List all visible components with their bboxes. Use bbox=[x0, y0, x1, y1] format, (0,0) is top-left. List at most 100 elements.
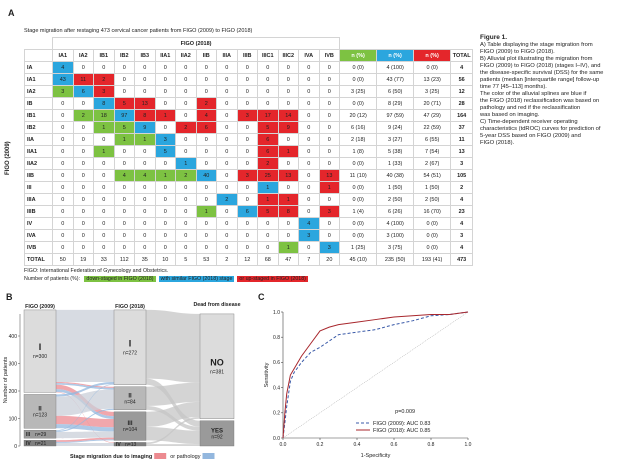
table-cell: 0 bbox=[216, 145, 238, 158]
legend-item: or up-staged in FIGO (2018) bbox=[237, 276, 308, 282]
table-cell: 0 bbox=[72, 157, 94, 170]
table-cell: 0 bbox=[134, 241, 156, 254]
caption-line: pathology and red if the reclassificatio… bbox=[480, 105, 581, 111]
caption-title: Figure 1. bbox=[480, 34, 508, 41]
column-header: IA2 bbox=[72, 49, 94, 62]
caption-line: the FIGO (2018) reclassification was bas… bbox=[480, 98, 600, 104]
y-tick-label: 0.0 bbox=[273, 436, 280, 442]
stage-table: FIGO (2018) IA1 IA2 IB1 IB2 IB3 IIA1 IIA2 IIB III… bbox=[24, 37, 474, 266]
table-cell: 0 bbox=[113, 145, 135, 158]
table-cell: 0 bbox=[257, 229, 279, 242]
panel-label: A bbox=[8, 8, 15, 18]
table-cell: 2 bbox=[216, 253, 238, 266]
table-row: IIIB 0 0 0 0 0 0 0 1 0 6 5 8 0 3 1 (4) 6 (26) 16 (70) 23 bbox=[24, 205, 474, 218]
table-cell: 0 bbox=[216, 217, 238, 230]
table-cell: 0 bbox=[236, 241, 258, 254]
summary-cell: 0 (0) bbox=[339, 229, 378, 242]
table-cell: 0 bbox=[257, 241, 279, 254]
table-cell: 0 bbox=[318, 97, 341, 110]
total-cell: 4 bbox=[450, 241, 474, 254]
node-count: n=104 bbox=[123, 427, 137, 433]
roc-curve bbox=[282, 311, 469, 439]
summary-cell: 0 (0) bbox=[339, 181, 378, 194]
row-header: IIA1 bbox=[24, 145, 53, 158]
table-cell: 17 bbox=[257, 109, 279, 122]
table-cell: 0 bbox=[277, 85, 299, 98]
table-cell: 0 bbox=[134, 205, 156, 218]
column-header: IB3 bbox=[134, 49, 156, 62]
x-tick-label: 0.4 bbox=[354, 442, 361, 448]
node-name: IV bbox=[26, 441, 31, 447]
table-cell: 2 bbox=[195, 97, 217, 110]
row-header: IVA bbox=[24, 229, 53, 242]
total-cell: 4 bbox=[450, 217, 474, 230]
table-cell: 0 bbox=[216, 229, 238, 242]
table-cell: 5 bbox=[175, 253, 197, 266]
flow-ribbon bbox=[56, 415, 114, 428]
table-cell: 0 bbox=[154, 217, 176, 230]
total-cell: 37 bbox=[450, 121, 474, 134]
table-cell: 0 bbox=[134, 157, 156, 170]
node-count: n=13 bbox=[125, 442, 136, 448]
table-row: IB2 0 0 1 5 9 0 2 6 0 0 5 9 0 0 6 (16) 9 (24) 22 (59) 37 bbox=[24, 121, 474, 134]
table-cell: 0 bbox=[236, 157, 258, 170]
table-cell: 0 bbox=[52, 229, 74, 242]
table-cell: 0 bbox=[318, 133, 341, 146]
table-cell: 0 bbox=[93, 217, 115, 230]
summary-cell: 43 (77) bbox=[376, 73, 415, 86]
summary-cell: 6 (50) bbox=[376, 85, 415, 98]
table-cell: 0 bbox=[236, 121, 258, 134]
flow-ribbon bbox=[146, 309, 200, 383]
caption-line: A) Table displaying the stage migration … bbox=[480, 42, 593, 48]
summary-header: n (%) bbox=[339, 49, 378, 62]
stage-node bbox=[23, 309, 57, 393]
table-cell: 1 bbox=[257, 193, 279, 206]
table-cell: 6 bbox=[195, 121, 217, 134]
table-cell: 0 bbox=[277, 157, 299, 170]
table-row: IB 0 0 8 5 13 0 0 2 0 0 0 0 0 0 0 (0) 8 (29) 20 (71) 28 bbox=[24, 97, 474, 110]
table-cell: 97 bbox=[113, 109, 135, 122]
table-row: IV 0 0 0 0 0 0 0 0 0 0 0 0 4 0 0 (0) 4 (100) 0 (0) 4 bbox=[24, 217, 474, 230]
node-count: n=84 bbox=[124, 399, 135, 405]
row-header: III bbox=[24, 181, 53, 194]
row-header: IB bbox=[24, 97, 53, 110]
summary-cell: 0 (0) bbox=[413, 217, 452, 230]
table-cell: 2 bbox=[72, 109, 94, 122]
summary-cell: 2 (50) bbox=[376, 193, 415, 206]
flow-ribbon bbox=[56, 384, 114, 431]
table-cell: 12 bbox=[236, 253, 258, 266]
table-cell: 0 bbox=[113, 181, 135, 194]
table-cell: 0 bbox=[298, 109, 320, 122]
table-cell: 0 bbox=[195, 85, 217, 98]
table-row: IVB 0 0 0 0 0 0 0 0 0 0 0 1 0 3 1 (25) 3 (75) 0 (0) 4 bbox=[24, 241, 474, 254]
table-cell: 13 bbox=[134, 97, 156, 110]
stage-node bbox=[23, 430, 57, 439]
table-cell: 0 bbox=[113, 241, 135, 254]
table-cell: 0 bbox=[277, 133, 299, 146]
table-cell: 0 bbox=[52, 157, 74, 170]
table-cell: 0 bbox=[52, 205, 74, 218]
summary-cell: 8 (29) bbox=[376, 97, 415, 110]
column-header: IB2 bbox=[113, 49, 135, 62]
legend-swatch bbox=[154, 453, 167, 459]
column-header: IVB bbox=[318, 49, 341, 62]
table-cell: 0 bbox=[298, 133, 320, 146]
table-cell: 0 bbox=[236, 217, 258, 230]
summary-cell: 2 (18) bbox=[339, 133, 378, 146]
table-cell: 0 bbox=[216, 157, 238, 170]
summary-cell: 47 (29) bbox=[413, 109, 452, 122]
table-cell: 5 bbox=[113, 121, 135, 134]
caption-line: characteristics (tdROC) curves for predi… bbox=[480, 126, 601, 132]
stage-node bbox=[23, 440, 57, 447]
table-cell: 4 bbox=[52, 61, 74, 74]
table-cell: 1 bbox=[154, 169, 176, 182]
summary-cell: 3 (27) bbox=[376, 133, 415, 146]
summary-cell: 4 (100) bbox=[376, 217, 415, 230]
column-header: IIIB bbox=[236, 49, 258, 62]
summary-cell: 0 (0) bbox=[339, 217, 378, 230]
table-cell: 0 bbox=[72, 229, 94, 242]
table-cell: 0 bbox=[216, 73, 238, 86]
stage-node bbox=[199, 313, 235, 419]
table-cell: 0 bbox=[72, 61, 94, 74]
table-cell: 4 bbox=[298, 217, 320, 230]
